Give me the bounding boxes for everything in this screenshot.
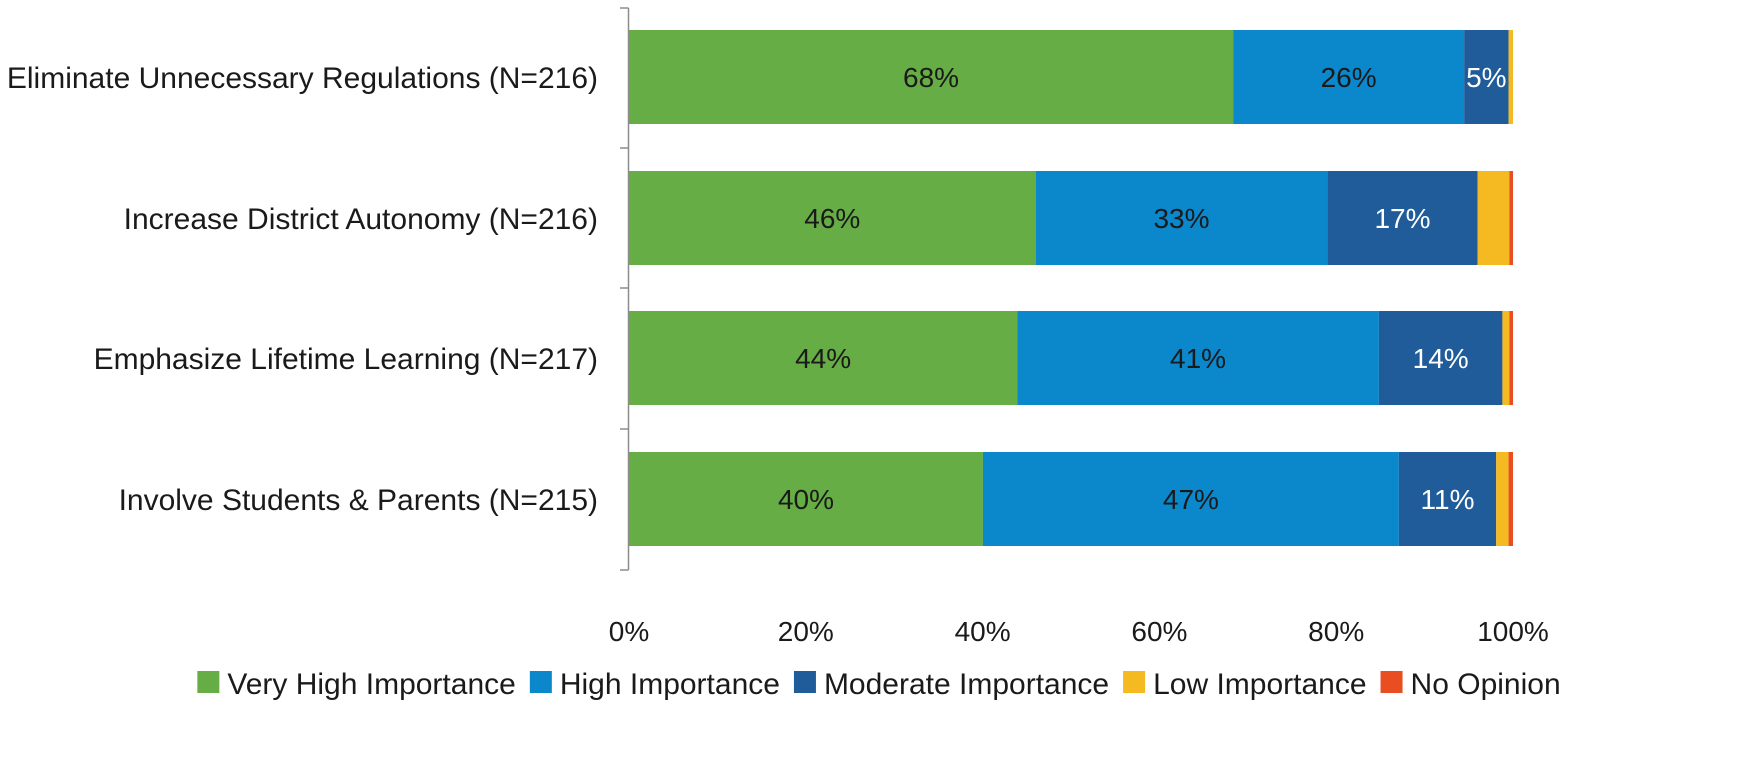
bar-segment [1464,30,1509,124]
category-label: Emphasize Lifetime Learning (N=217) [94,343,598,376]
bar-data-label: 40% [778,484,834,515]
legend-label: No Opinion [1411,668,1561,701]
category-label: Increase District Autonomy (N=216) [124,203,598,236]
legend-label: High Importance [560,668,780,701]
bar-segment [1509,171,1513,265]
category-labels: Eliminate Unnecessary Regulations (N=216… [7,62,598,517]
legend: Very High Importance High Importance Moder… [197,668,1561,701]
bar-segment [1508,452,1513,546]
bar-data-label: 11% [1421,484,1475,515]
bar-data-label: 14% [1413,343,1469,374]
x-tick-label: 100% [1477,616,1549,647]
bar-data-label: 33% [1153,203,1209,234]
bar-segment [629,311,1018,405]
x-tick-label: 40% [955,616,1011,647]
bar-data-label: 46% [804,203,860,234]
bar-data-label: 5% [1466,62,1506,93]
legend-swatch [1380,671,1403,693]
category-label: Eliminate Unnecessary Regulations (N=216… [7,62,598,95]
bar-data-label: 44% [795,343,851,374]
x-tick-label: 80% [1308,616,1364,647]
bar-segment [629,30,1234,124]
bar-segment [1398,452,1497,546]
bar-data-label: 26% [1321,62,1377,93]
bar-segment [629,452,983,546]
bar-segment [1477,171,1510,265]
legend-swatch [1123,671,1146,693]
bar-segment [1508,30,1513,124]
legend-swatch [197,671,220,693]
legend-label: Very High Importance [227,668,515,701]
bars-group [629,30,1513,546]
bar-segment [1502,311,1510,405]
bar-segment [982,452,1399,546]
bar-segment [1233,30,1465,124]
x-tick-label: 20% [778,616,834,647]
bar-segment [629,171,1036,265]
x-tick-label: 60% [1131,616,1187,647]
bar-segment [1496,452,1509,546]
bar-data-label: 41% [1170,343,1226,374]
bar-segment [1327,171,1478,265]
category-label: Involve Students & Parents (N=215) [119,484,598,517]
x-tick-label: 0% [609,616,649,647]
bar-segment [1509,311,1513,405]
legend-label: Low Importance [1153,668,1366,701]
bar-segment [1017,311,1379,405]
legend-swatch [793,671,816,693]
bar-data-label: 47% [1163,484,1219,515]
bar-data-label: 17% [1374,203,1430,234]
y-axis [620,7,630,571]
bar-segment [1035,171,1328,265]
legend-swatch [529,671,552,693]
legend-label: Moderate Importance [824,668,1109,701]
bar-segment [1378,311,1503,405]
bar-data-labels: 68% 26% 5% 46% 33% 17% 44% 41% 14% 40% 47% 11% [778,62,1507,515]
x-axis-tick-labels: 0% 20% 40% 60% 80% 100% [609,616,1549,647]
bar-data-label: 68% [903,62,959,93]
